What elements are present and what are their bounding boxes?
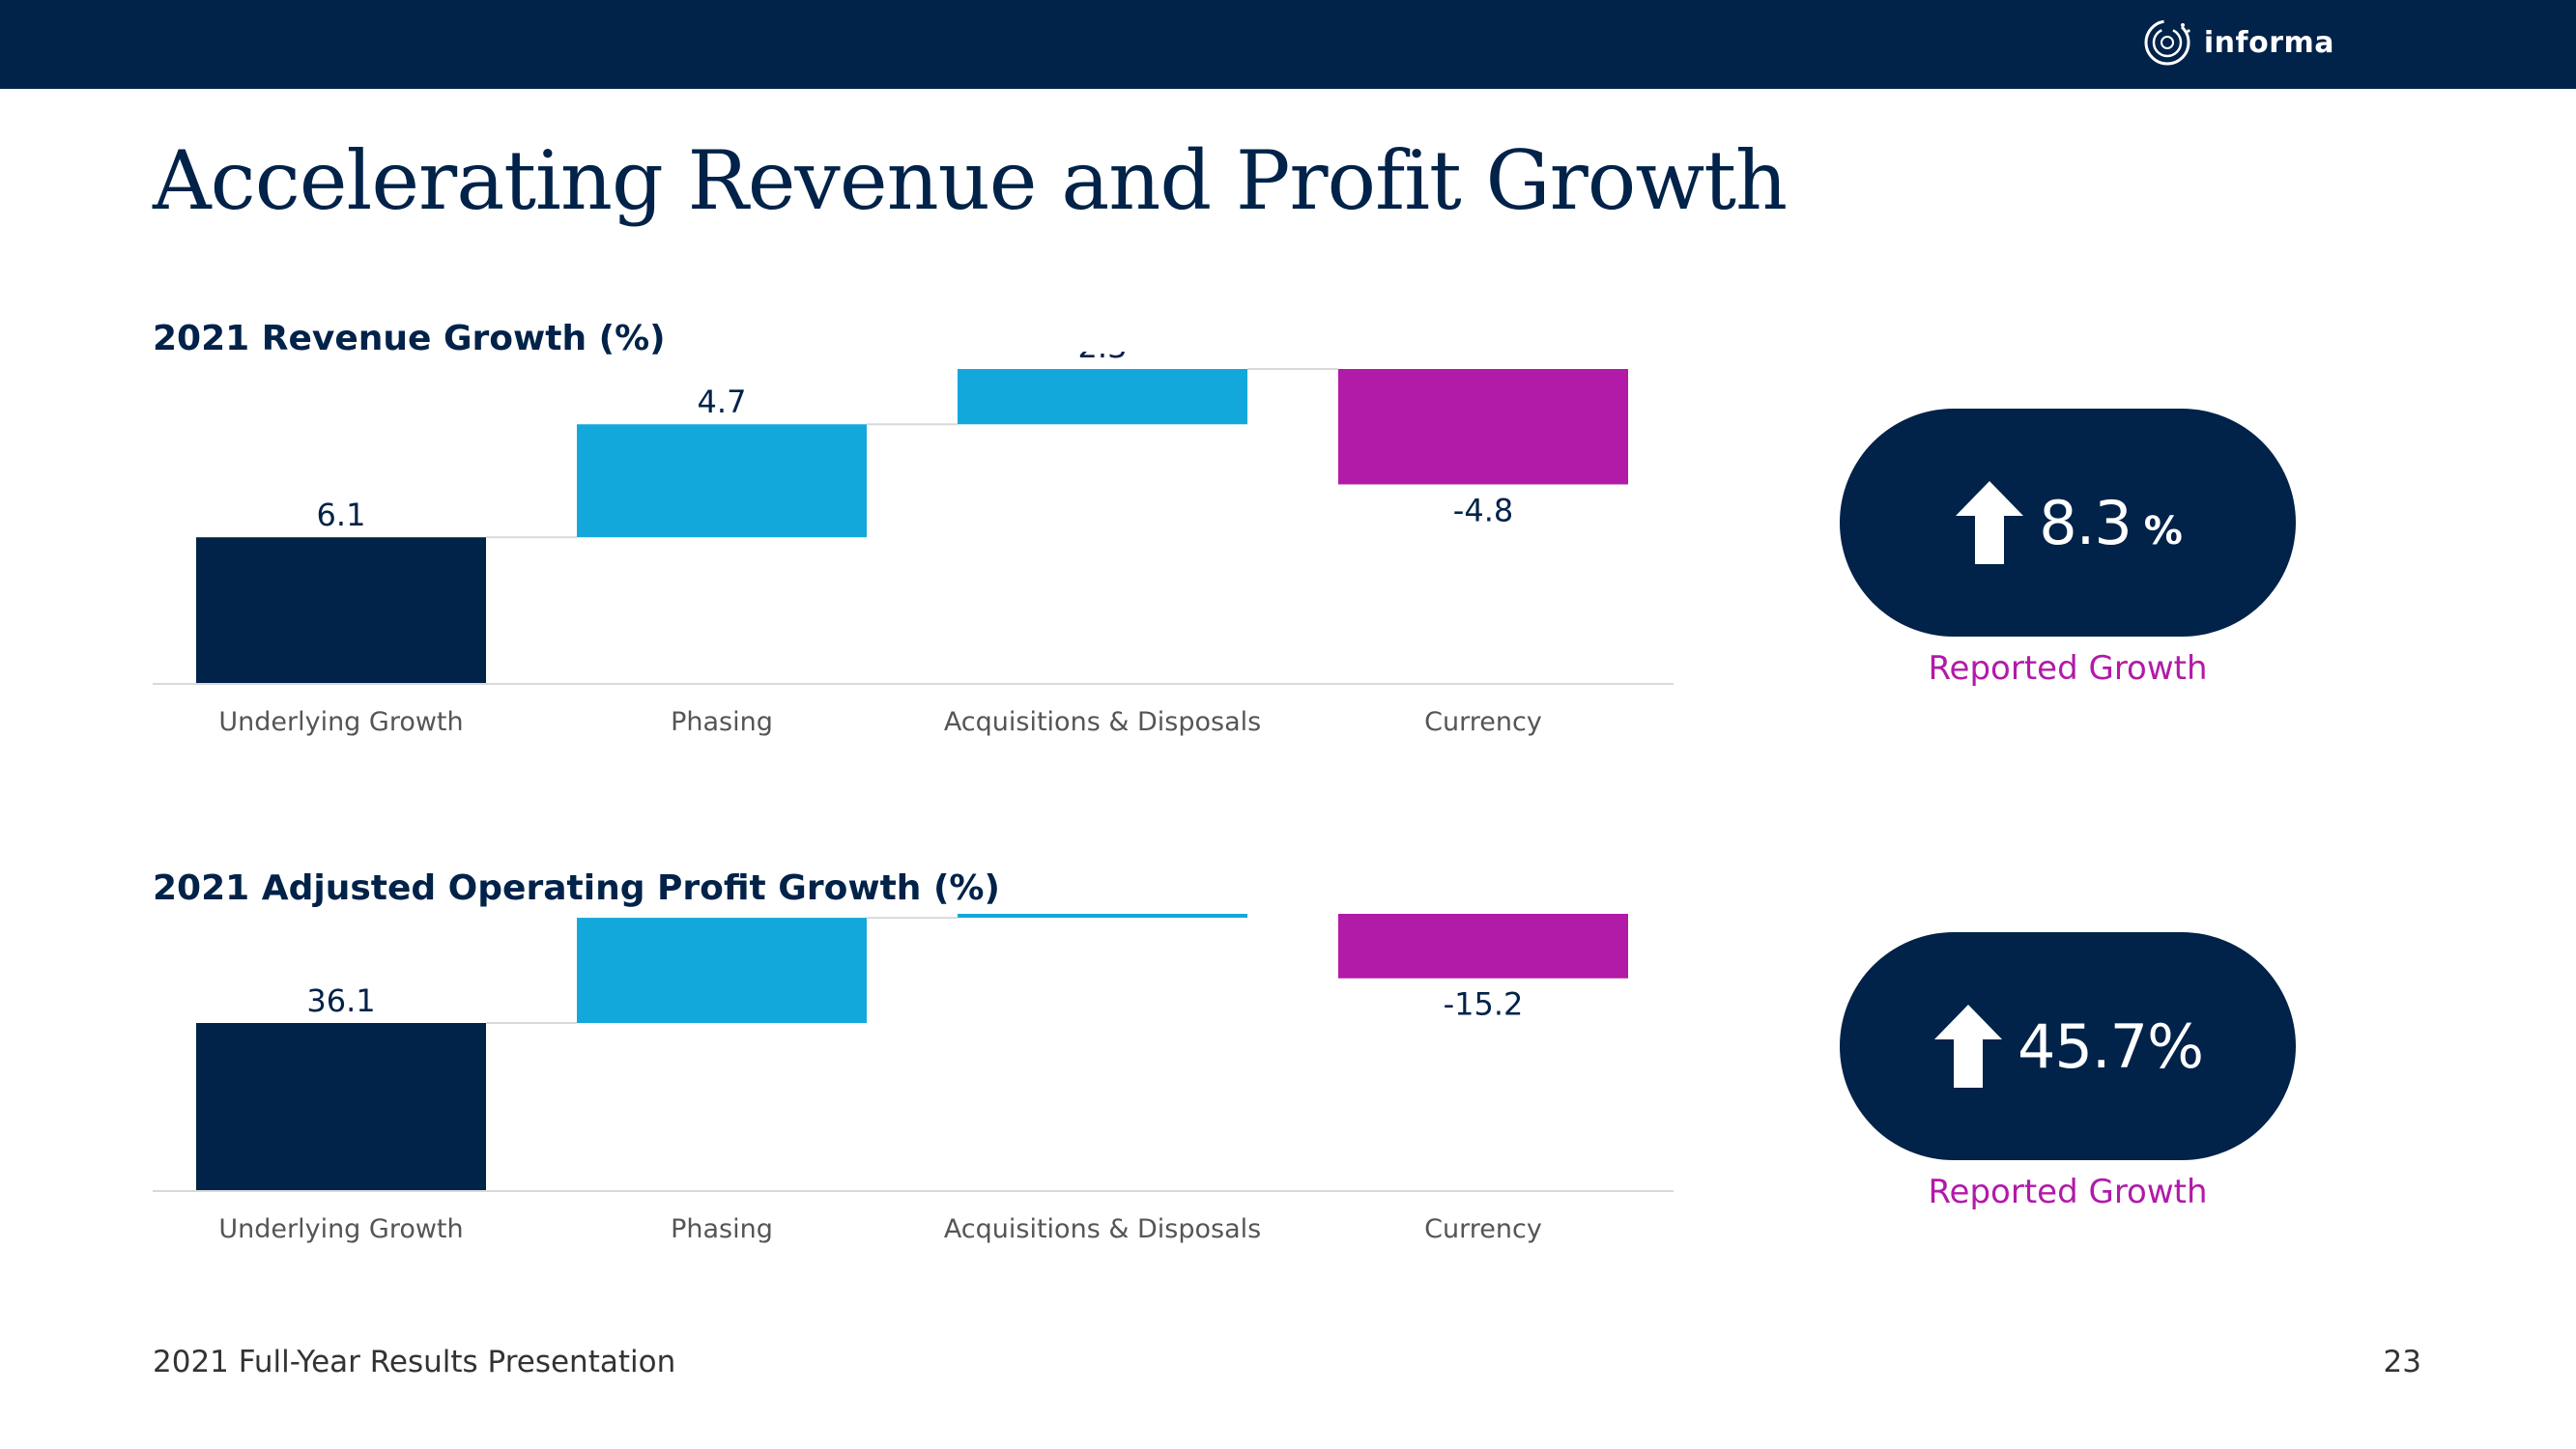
header-bar: informa (0, 0, 2576, 89)
revenue-waterfall-svg: 6.1 Underlying Growth 4.7 Phasing 2.3 Acquisi… (153, 352, 1674, 737)
footer-text: 2021 Full-Year Results Presentation (153, 1345, 676, 1379)
bar-2 (577, 918, 867, 1024)
bar-3 (958, 369, 1247, 425)
revenue-growth-chart: 6.1 Underlying Growth 4.7 Phasing 2.3 Acquisi… (145, 352, 1691, 757)
category-label-4: Currency (1424, 707, 1542, 737)
logo-text: informa (2203, 25, 2334, 60)
profit-reported-growth-badge: 45.7% (1840, 932, 2296, 1160)
page-title: Accelerating Revenue and Profit Growth (153, 133, 1788, 228)
bar-1 (196, 1023, 486, 1191)
bar-1 (196, 537, 486, 684)
category-label-3: Acquisitions & Disposals (944, 1214, 1261, 1244)
revenue-reported-growth-badge: 8.3 % (1840, 409, 2296, 637)
category-label-1: Underlying Growth (218, 707, 463, 737)
up-arrow-icon (1956, 481, 2024, 564)
category-label-2: Phasing (671, 707, 773, 737)
category-label-4: Currency (1424, 1214, 1542, 1244)
data-label-4: -4.8 (1453, 492, 1513, 528)
category-label-2: Phasing (671, 1214, 773, 1244)
data-label-1: 6.1 (317, 497, 366, 533)
profit-chart-title: 2021 Adjusted Operating Profit Growth (%… (153, 868, 1000, 908)
revenue-chart-title: 2021 Revenue Growth (%) (153, 319, 666, 358)
bar-4 (1338, 369, 1628, 485)
revenue-reported-growth-value: 8.3 % (2039, 487, 2183, 558)
data-label-4: -15.2 (1444, 986, 1524, 1023)
bar-4 (1338, 914, 1628, 979)
bar-3 (958, 914, 1247, 919)
profit-reported-growth-label: Reported Growth (1928, 1173, 2208, 1211)
revenue-reported-growth-label: Reported Growth (1928, 649, 2208, 688)
informa-logo-icon (2144, 19, 2190, 66)
up-arrow-icon (1934, 1005, 2003, 1088)
informa-logo: informa (2140, 14, 2334, 71)
data-label-2: 4.7 (698, 384, 747, 420)
data-label-1: 36.1 (306, 982, 375, 1019)
page-number: 23 (2383, 1345, 2421, 1379)
category-label-3: Acquisitions & Disposals (944, 707, 1261, 737)
category-label-1: Underlying Growth (218, 1214, 463, 1244)
bar-2 (577, 424, 867, 538)
profit-reported-growth-value: 45.7% (2018, 1010, 2204, 1082)
data-label-3: 2.3 (1078, 352, 1128, 365)
